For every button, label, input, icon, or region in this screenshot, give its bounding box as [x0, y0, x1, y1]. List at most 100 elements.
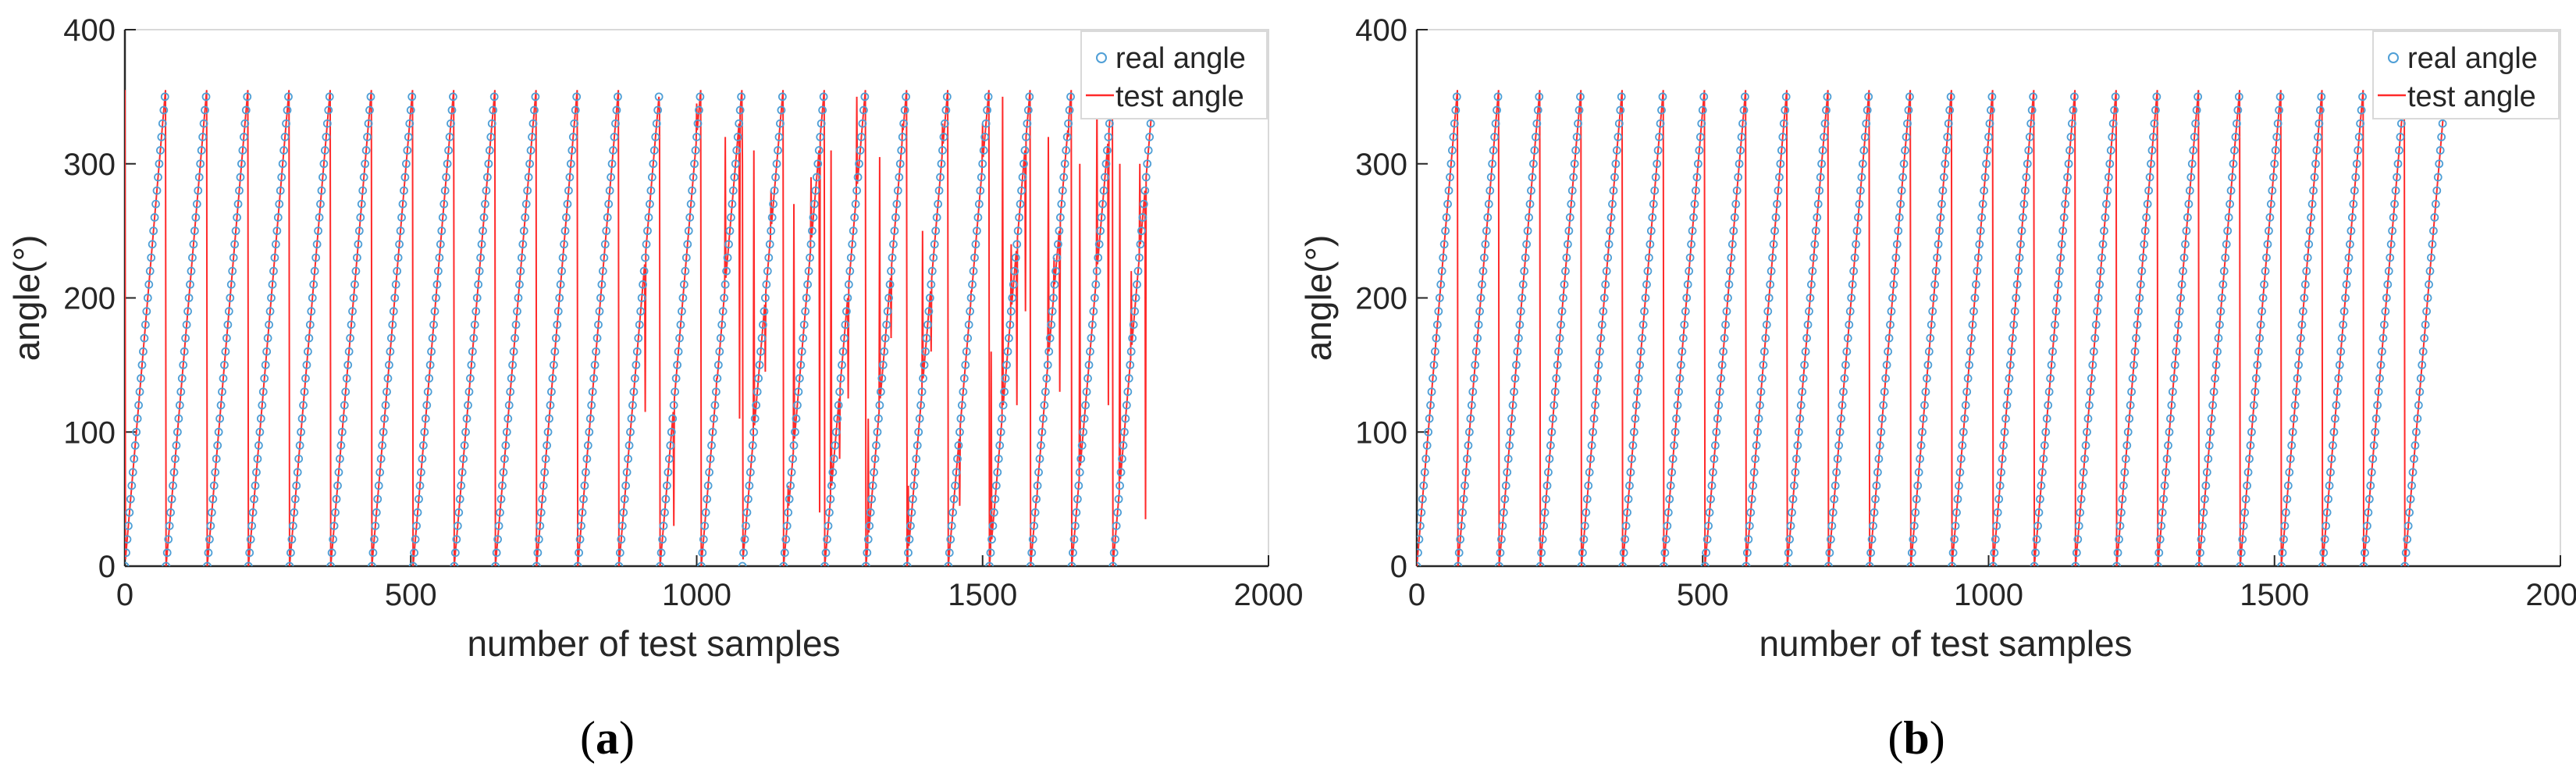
data-point-real-angle: [808, 226, 817, 236]
data-point-real-angle: [1970, 294, 1980, 302]
data-point-real-angle: [2314, 132, 2322, 141]
data-point-real-angle: [278, 159, 287, 169]
data-point-real-angle: [1062, 146, 1071, 155]
data-point-real-angle: [2407, 481, 2416, 490]
data-point-real-angle: [2000, 427, 2009, 437]
data-point-real-angle: [1727, 253, 1736, 262]
data-point-real-angle: [585, 427, 594, 437]
data-point-real-angle: [2307, 213, 2316, 222]
data-point-real-angle: [1540, 508, 1550, 517]
data-point-real-angle: [391, 280, 400, 289]
data-point-real-angle: [1518, 280, 1528, 289]
data-point-real-angle: [543, 441, 551, 450]
data-point-real-angle: [1567, 186, 1577, 195]
data-point-real-angle: [287, 535, 297, 544]
data-point-real-angle: [2304, 240, 2314, 249]
data-point-real-angle: [440, 186, 450, 195]
data-point-real-angle: [2149, 132, 2158, 141]
data-point-real-angle: [2056, 253, 2065, 262]
data-point-real-angle: [179, 360, 188, 369]
data-point-real-angle: [479, 226, 487, 236]
legend-label-real-angle: real angle: [2407, 42, 2538, 75]
data-point-real-angle: [2189, 146, 2198, 155]
data-point-real-angle: [213, 441, 222, 450]
legend-swatch-real-angle: [2388, 52, 2399, 63]
data-point-real-angle: [1464, 427, 1474, 437]
data-point-real-angle: [2115, 522, 2125, 530]
data-point-real-angle: [656, 548, 666, 558]
data-point-real-angle: [1603, 253, 1613, 262]
data-point-real-angle: [1468, 387, 1478, 397]
data-point-real-angle: [1456, 535, 1465, 544]
data-point-real-angle: [540, 468, 550, 477]
data-point-real-angle: [2177, 280, 2186, 289]
data-point-real-angle: [194, 186, 203, 195]
data-point-real-angle: [1935, 226, 1944, 236]
data-point-real-angle: [1726, 266, 1735, 276]
data-point-real-angle: [1488, 159, 1497, 169]
data-point-real-angle: [1736, 146, 1745, 155]
data-point-real-angle: [1683, 280, 1692, 289]
data-point-real-angle: [285, 561, 294, 566]
data-point-real-angle: [809, 213, 818, 222]
data-point-real-angle: [331, 508, 340, 517]
data-point-real-angle: [575, 548, 584, 558]
data-point-real-angle: [1047, 320, 1056, 330]
data-point-real-angle: [2165, 427, 2174, 437]
data-point-real-angle: [533, 548, 543, 558]
data-point-real-angle: [415, 481, 425, 490]
data-point-real-angle: [2282, 494, 2292, 504]
data-point-real-angle: [782, 522, 792, 530]
data-point-real-angle: [1644, 253, 1653, 262]
data-point-real-angle: [1699, 92, 1709, 102]
data-point-real-angle: [1589, 414, 1599, 423]
data-point-real-angle: [914, 427, 923, 437]
data-point-real-angle: [647, 173, 656, 182]
y-tick-label: 200: [63, 282, 116, 316]
data-point-real-angle: [2052, 294, 2062, 302]
legend-box: [2372, 30, 2560, 119]
data-point-real-angle: [610, 132, 619, 141]
data-point-real-angle: [2069, 92, 2079, 102]
data-point-real-angle: [1104, 132, 1113, 141]
data-point-real-angle: [2238, 535, 2247, 544]
data-point-real-angle: [1828, 508, 1838, 517]
data-point-real-angle: [299, 401, 308, 410]
data-point-real-angle: [2379, 320, 2389, 330]
legend-label-test-angle: test angle: [1115, 80, 1244, 113]
x-tick-label: 1000: [662, 578, 731, 612]
data-point-real-angle: [1087, 333, 1096, 343]
data-point-real-angle: [301, 374, 310, 383]
data-point-real-angle: [2182, 226, 2191, 236]
data-point-real-angle: [2382, 294, 2391, 302]
data-point-real-angle: [366, 92, 375, 102]
data-point-real-angle: [803, 280, 813, 289]
data-point-real-angle: [979, 146, 988, 155]
data-point-real-angle: [1873, 468, 1882, 477]
data-point-real-angle: [2393, 159, 2403, 169]
data-point-real-angle: [1550, 401, 1559, 410]
data-point-real-angle: [749, 427, 759, 437]
data-point-real-angle: [1766, 280, 1775, 289]
data-point-real-angle: [908, 494, 917, 504]
data-point-real-angle: [1044, 347, 1054, 356]
data-point-real-angle: [681, 253, 691, 262]
data-point-real-angle: [2411, 441, 2420, 450]
data-point-real-angle: [1753, 427, 1762, 437]
data-point-real-angle: [253, 454, 262, 463]
data-point-real-angle: [1720, 333, 1729, 343]
data-point-real-angle: [1522, 240, 1532, 249]
data-point-real-angle: [1668, 454, 1678, 463]
data-point-real-angle: [1126, 347, 1136, 356]
data-point-real-angle: [1978, 199, 1987, 209]
data-point-real-angle: [1713, 414, 1722, 423]
data-point-real-angle: [1895, 213, 1904, 222]
data-point-real-angle: [491, 561, 500, 566]
data-point-real-angle: [1019, 159, 1028, 169]
data-point-real-angle: [550, 347, 560, 356]
data-point-real-angle: [824, 522, 833, 530]
data-point-real-angle: [1601, 280, 1610, 289]
data-point-real-angle: [231, 226, 240, 236]
data-point-real-angle: [917, 387, 927, 397]
data-point-real-angle: [1136, 240, 1145, 249]
